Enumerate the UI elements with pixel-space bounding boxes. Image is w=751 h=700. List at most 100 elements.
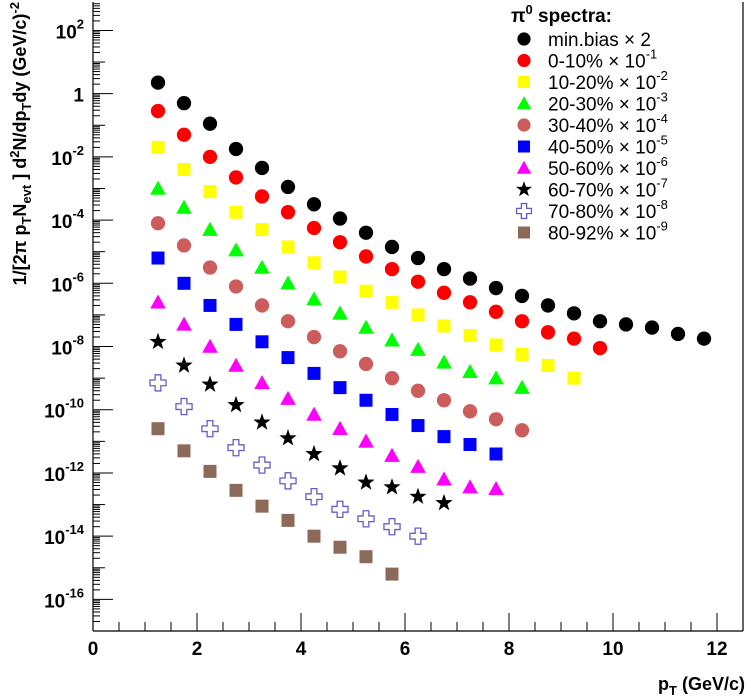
data-point: [437, 319, 451, 333]
legend-exp: -7: [656, 176, 668, 191]
series-4: [150, 216, 530, 438]
data-point: [357, 473, 375, 490]
y-tick-base: 10: [51, 275, 72, 296]
data-point: [383, 517, 401, 536]
data-point: [228, 357, 244, 372]
series-6: [150, 294, 504, 496]
y-tick-exp: -10: [65, 396, 84, 411]
ylabel-sub2: evt: [19, 184, 34, 203]
data-point: [384, 332, 400, 347]
data-point: [307, 256, 321, 270]
data-point: [202, 149, 218, 165]
legend-entry: 0-10% × 10-1: [548, 47, 657, 73]
data-point: [463, 328, 477, 342]
data-point: [385, 407, 399, 421]
data-point: [307, 366, 321, 380]
ylabel-part2: N: [10, 204, 30, 217]
legend-exp: -4: [656, 111, 668, 126]
data-point: [489, 338, 503, 352]
data-point: [177, 163, 191, 177]
data-point: [253, 413, 271, 430]
data-point: [151, 251, 165, 265]
data-point: [176, 238, 192, 253]
data-point: [280, 275, 296, 290]
data-point: [488, 412, 504, 427]
data-point: [332, 305, 348, 320]
legend-marker: [518, 76, 530, 88]
data-point: [515, 347, 529, 361]
y-tick-base: 10: [44, 402, 65, 423]
data-point: [332, 211, 348, 226]
y-tick-exp: -4: [72, 206, 84, 221]
data-point: [331, 500, 349, 519]
legend-marker: [517, 32, 531, 46]
y-tick-base: 10: [44, 528, 65, 549]
data-point: [306, 291, 322, 306]
data-point: [279, 429, 297, 446]
legend-marker: [517, 118, 531, 132]
y-tick-label: 1: [73, 86, 84, 107]
legend-entry: 80-92% × 10-9: [548, 219, 668, 245]
data-point: [332, 344, 348, 359]
axis-ticks: [92, 3, 744, 632]
legend-entry: 70-80% × 10-8: [548, 197, 668, 223]
data-point: [358, 356, 374, 372]
data-point: [410, 458, 426, 473]
data-point: [177, 444, 191, 458]
x-tick-label: 4: [296, 639, 307, 660]
data-point: [201, 375, 219, 392]
y-axis-title: 1/[2π pTNevt ] d2N/dpTdy (GeV/c)-2: [7, 2, 34, 285]
data-point: [357, 510, 375, 528]
data-point: [255, 223, 269, 237]
data-point: [436, 261, 452, 277]
data-point: [488, 480, 504, 496]
data-point: [176, 127, 192, 142]
data-point: [462, 271, 478, 286]
data-point: [384, 261, 400, 277]
ylabel-part4: N/dp: [10, 111, 30, 151]
x-tick-label: 0: [88, 639, 99, 660]
data-point: [358, 433, 374, 448]
y-tick-base: 10: [51, 339, 72, 360]
data-point: [540, 298, 556, 313]
x-tick-label: 12: [706, 639, 727, 660]
data-point: [176, 199, 192, 214]
data-point: [514, 423, 530, 438]
data-point: [307, 529, 321, 543]
legend-exp: -9: [656, 219, 668, 234]
legend-label: 20-30% × 10: [548, 95, 656, 116]
data-point: [566, 331, 582, 346]
legend-marker: [515, 202, 533, 220]
legend-entry: 60-70% × 10-7: [548, 176, 668, 202]
data-point: [202, 221, 218, 236]
data-point: [410, 383, 426, 398]
data-point: [436, 393, 452, 408]
data-point: [281, 240, 295, 254]
data-point: [229, 483, 243, 497]
data-point: [280, 205, 296, 220]
x-axis-title-sub: T: [669, 683, 677, 698]
series-8: [149, 374, 427, 545]
data-point: [279, 472, 297, 490]
legend-label: min.bias × 2: [548, 30, 651, 51]
data-point: [202, 116, 218, 131]
data-point: [228, 141, 244, 157]
data-point: [280, 179, 296, 195]
legend-exp: -6: [656, 154, 668, 169]
data-point: [333, 381, 347, 395]
series-7: [149, 332, 453, 511]
series-9: [151, 422, 399, 581]
y-tick-base: 10: [51, 212, 72, 233]
legend-label: 70-80% × 10: [548, 202, 656, 223]
y-tick-label: 102: [56, 16, 84, 43]
data-point: [177, 276, 191, 290]
data-point: [254, 189, 270, 204]
data-point: [567, 371, 581, 385]
data-point: [203, 185, 217, 199]
data-point: [150, 294, 166, 309]
data-point: [332, 420, 348, 435]
data-point: [333, 270, 347, 284]
legend-label: 50-60% × 10: [548, 159, 656, 180]
data-point: [384, 447, 400, 462]
